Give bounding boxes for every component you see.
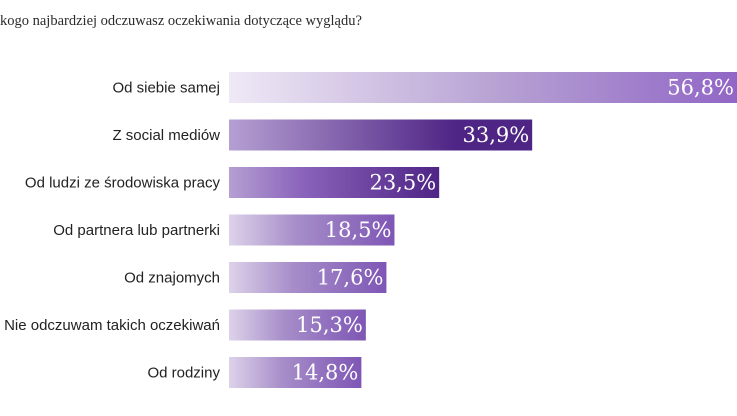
- category-label: Od znajomych: [124, 270, 220, 287]
- bar: [229, 72, 737, 103]
- bar: [229, 357, 362, 388]
- category-label: Od partnera lub partnerki: [53, 222, 220, 239]
- value-label: 14,8%: [292, 361, 359, 385]
- category-label: Z social mediów: [112, 127, 220, 144]
- value-label: 23,5%: [369, 171, 436, 195]
- category-label: Nie odczuwam takich oczekiwań: [4, 317, 220, 334]
- value-label: 17,6%: [317, 266, 384, 290]
- chart-title: kogo najbardziej odczuwasz oczekiwania d…: [0, 13, 362, 29]
- category-label: Od siebie samej: [112, 80, 220, 97]
- bar: [229, 262, 387, 293]
- bar-group: Od siebie samej 56,8% Z social mediów 33,9%…: [4, 72, 737, 388]
- value-label: 15,3%: [296, 313, 363, 337]
- category-label: Od ludzi ze środowiska pracy: [25, 175, 221, 192]
- bar: [229, 167, 440, 198]
- value-label: 33,9%: [462, 123, 529, 147]
- bar: [229, 309, 366, 341]
- bar: [229, 119, 533, 151]
- bar: [229, 214, 395, 246]
- category-label: Od rodziny: [147, 365, 220, 382]
- value-label: 18,5%: [325, 218, 392, 242]
- value-label: 56,8%: [667, 76, 734, 100]
